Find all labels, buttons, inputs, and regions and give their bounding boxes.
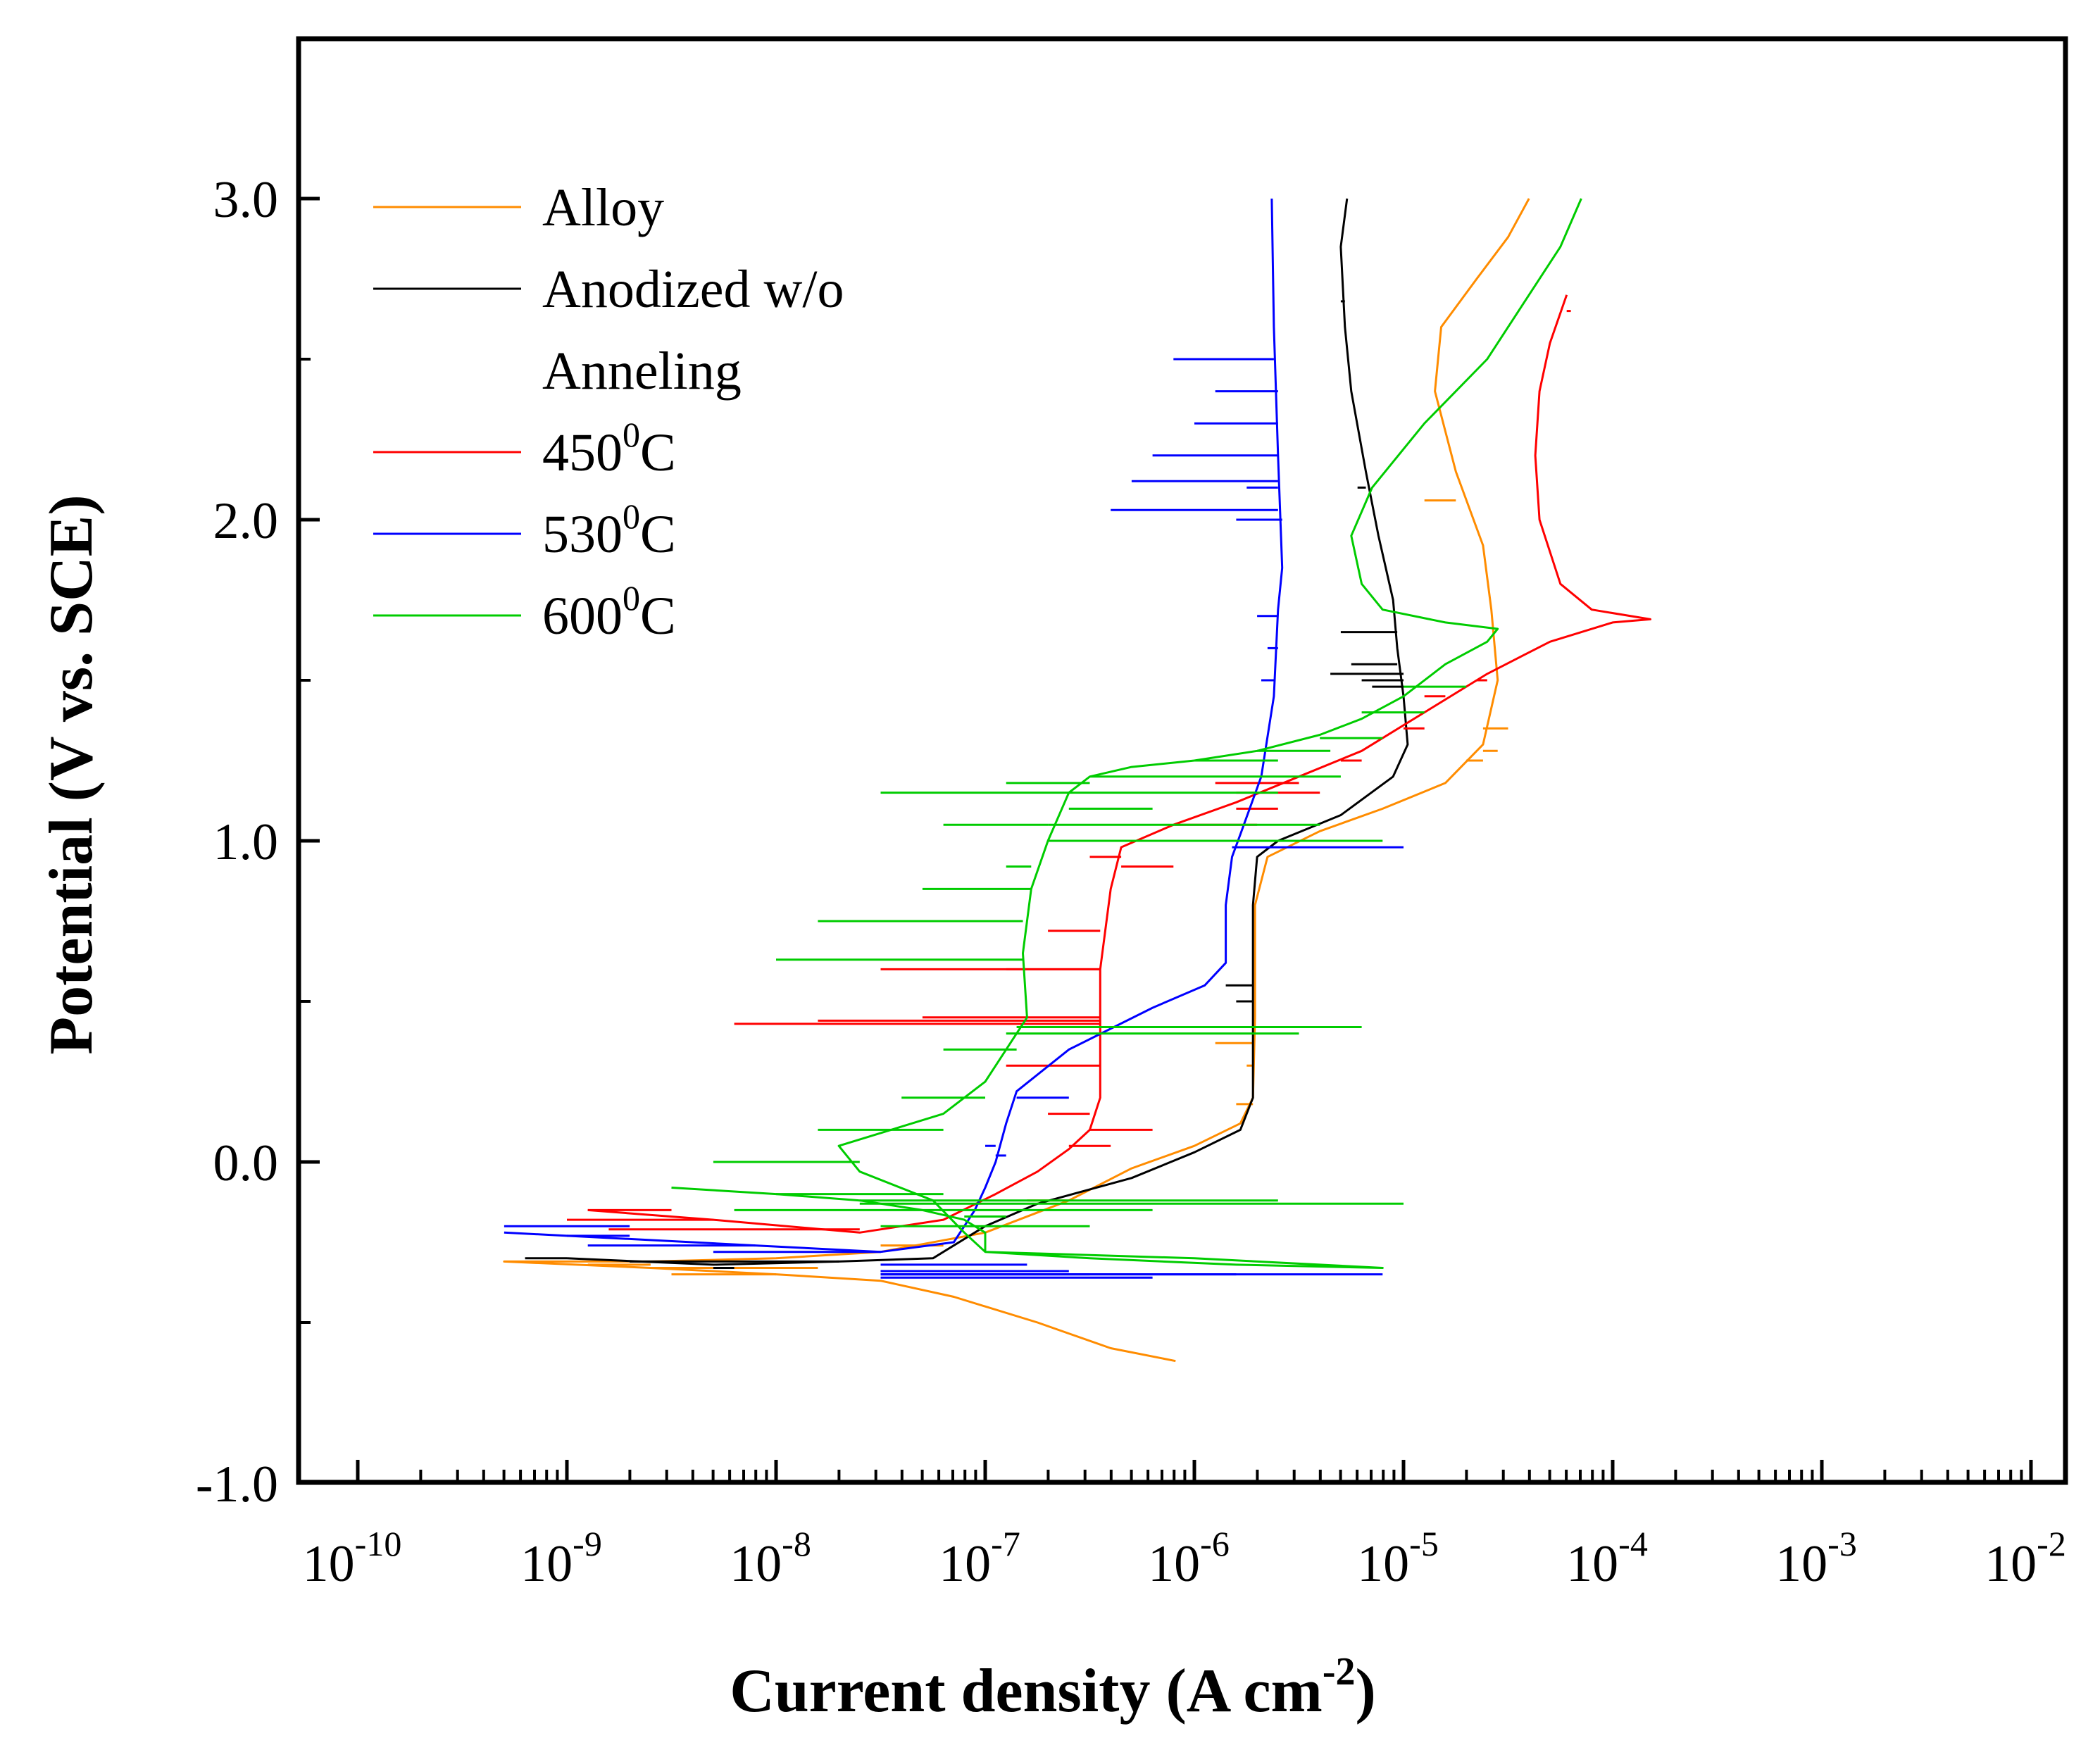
series-450c bbox=[567, 294, 1651, 1234]
y-tick-label: 0.0 bbox=[213, 1134, 279, 1192]
legend-item: 6000C bbox=[373, 578, 676, 646]
x-axis-title-main: Current density (A cm bbox=[730, 1657, 1323, 1725]
series-line-450c bbox=[587, 294, 1651, 1234]
x-tick-label: 10-4 bbox=[1566, 1524, 1648, 1593]
x-tick-label: 10-10 bbox=[303, 1524, 402, 1593]
x-tick-label: 10-8 bbox=[730, 1524, 811, 1593]
legend-label: 5300C bbox=[542, 496, 676, 564]
legend-label: Alloy bbox=[542, 178, 664, 237]
legend-item: Alloy bbox=[373, 178, 664, 237]
x-tick-label: 10-9 bbox=[520, 1524, 602, 1593]
x-axis: 10-10 10-9 10-8 10-7 10-6 10-5 10-4 10-3 10-2 bbox=[303, 1460, 2066, 1593]
series-line-530c bbox=[504, 198, 1284, 1253]
y-tick-label: 3.0 bbox=[213, 171, 279, 229]
series-layer bbox=[503, 198, 1651, 1363]
legend-item: 5300C bbox=[373, 496, 676, 564]
legend-item: 4500C bbox=[373, 415, 676, 482]
x-tick-label: 10-7 bbox=[939, 1524, 1020, 1593]
x-axis-title: Current density (A cm-2) bbox=[730, 1650, 1376, 1725]
series-600c bbox=[671, 198, 1582, 1269]
legend-label: 4500C bbox=[542, 415, 676, 482]
legend-label: Anodized w/o bbox=[542, 260, 844, 319]
legend-label: 6000C bbox=[542, 578, 676, 646]
series-530c bbox=[504, 198, 1404, 1279]
y-axis-title: Potential (V vs. SCE) bbox=[37, 494, 106, 1054]
x-tick-label: 10-5 bbox=[1357, 1524, 1439, 1593]
y-tick-label: 1.0 bbox=[213, 813, 279, 871]
y-tick-label: -1.0 bbox=[196, 1456, 278, 1513]
x-tick-label: 10-2 bbox=[1985, 1524, 2066, 1593]
legend: Alloy Anodized w/o Anneling 4500C 5300C 6000C bbox=[373, 178, 844, 646]
plot-frame bbox=[296, 36, 2068, 1485]
x-axis-title-end: ) bbox=[1355, 1657, 1375, 1725]
legend-label: Anneling bbox=[542, 342, 742, 401]
x-tick-label: 10-3 bbox=[1775, 1524, 1857, 1593]
legend-item: Anodized w/o Anneling bbox=[373, 260, 844, 401]
x-axis-title-sup: -2 bbox=[1323, 1650, 1356, 1694]
series-line-600c bbox=[671, 198, 1582, 1269]
y-axis: -1.0 0.0 1.0 2.0 3.0 bbox=[196, 171, 320, 1513]
x-tick-label: 10-6 bbox=[1148, 1524, 1230, 1593]
y-tick-label: 2.0 bbox=[213, 492, 279, 550]
